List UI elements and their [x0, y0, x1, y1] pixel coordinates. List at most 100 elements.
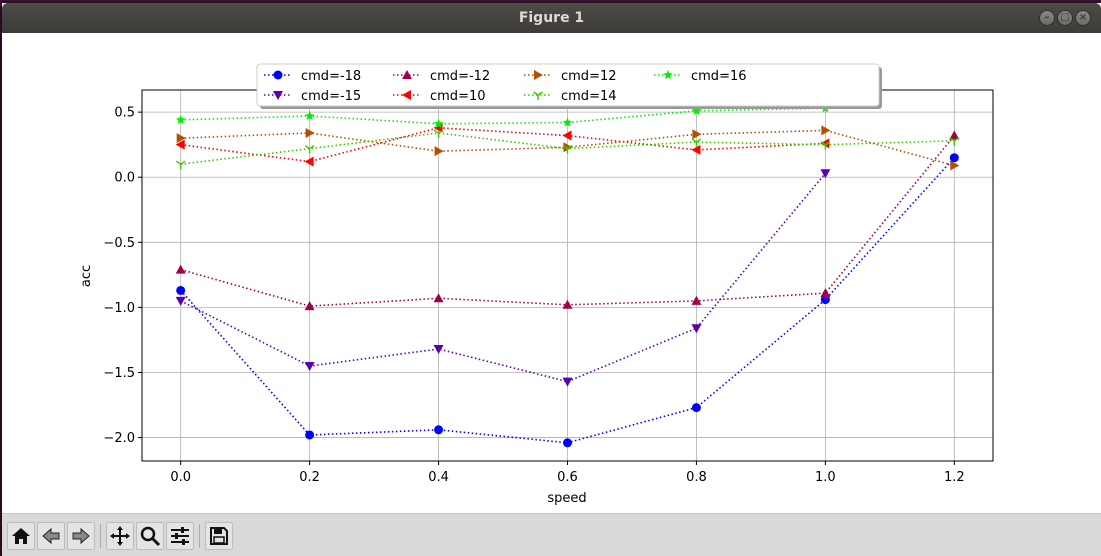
series-line: [180, 126, 826, 163]
legend-entry: cmd=10: [393, 89, 486, 104]
series-cmd=-12: [175, 130, 960, 311]
data-point: [691, 403, 701, 413]
close-button[interactable]: ×: [1075, 10, 1091, 26]
data-point: [691, 295, 702, 305]
data-point: [821, 125, 831, 136]
legend-entry: cmd=-12: [393, 69, 490, 84]
legend-marker: [273, 70, 283, 80]
data-point: [433, 129, 444, 138]
series-cmd=14: [175, 129, 960, 170]
x-axis-label: speed: [547, 491, 586, 506]
data-point: [433, 293, 444, 303]
maximize-icon: □: [1060, 12, 1070, 23]
save-icon: [210, 527, 228, 545]
legend-entry: cmd=12: [524, 69, 617, 84]
series-line: [180, 172, 827, 383]
y-tick-label: 0.0: [114, 171, 135, 186]
data-point: [563, 438, 572, 448]
home-button[interactable]: [7, 522, 35, 550]
data-point: [175, 296, 186, 306]
x-tick-label: 0.8: [686, 470, 707, 485]
data-point: [562, 377, 573, 387]
legend-marker: [273, 91, 283, 100]
maximize-button[interactable]: □: [1057, 10, 1073, 26]
back-button[interactable]: [37, 522, 65, 550]
legend-label: cmd=-18: [301, 69, 361, 84]
series-cmd=-15: [175, 169, 831, 387]
legend-box: [256, 63, 880, 107]
legend-label: cmd=10: [430, 89, 486, 104]
data-point: [304, 111, 315, 121]
forward-button[interactable]: [67, 522, 95, 550]
save-button[interactable]: [205, 522, 233, 550]
data-point: [691, 324, 702, 334]
legend-marker: [402, 90, 411, 100]
pan-button[interactable]: [106, 522, 134, 550]
data-point: [304, 156, 314, 167]
navigation-toolbar: [2, 513, 1101, 556]
x-tick-label: 1.0: [815, 470, 836, 485]
legend-entry: cmd=-15: [264, 89, 361, 104]
data-point: [304, 361, 315, 371]
data-point: [691, 144, 701, 155]
home-icon: [12, 528, 30, 544]
legend-entry: cmd=-18: [264, 69, 361, 84]
data-point: [305, 430, 315, 440]
data-point: [434, 425, 444, 435]
legend-entry: cmd=14: [524, 89, 617, 104]
series-layer: [175, 103, 960, 448]
legend-marker: [534, 70, 543, 80]
data-point: [175, 114, 186, 124]
data-point: [820, 138, 830, 149]
y-tick-label: 0.5: [114, 106, 135, 121]
configure-subplots-button[interactable]: [166, 522, 194, 550]
data-point: [562, 117, 573, 127]
y-tick-label: −0.5: [103, 236, 135, 251]
series-cmd=-18: [176, 153, 959, 448]
y-tick-label: −2.0: [103, 431, 135, 446]
data-point: [304, 144, 315, 154]
y-tick-label: −1.0: [103, 301, 135, 316]
data-point: [562, 299, 573, 309]
data-point: [434, 146, 444, 157]
forward-icon: [72, 527, 90, 545]
data-point: [949, 130, 960, 140]
data-point: [433, 345, 444, 355]
legend-label: cmd=14: [561, 89, 617, 104]
plot-canvas: 0.0 0.2 0.4 0.6 0.8 1.0 1.2 −2.0 −1.5 −1.0 −0.5 0.0…: [79, 63, 994, 506]
data-point: [950, 160, 960, 171]
title-bar[interactable]: Figure 1 – □ ×: [2, 3, 1101, 33]
configure-subplots-icon: [171, 527, 189, 545]
legend-label: cmd=16: [691, 69, 747, 84]
data-point: [562, 130, 572, 141]
x-tick-label: 0.2: [299, 470, 320, 485]
window-title: Figure 1: [518, 10, 585, 26]
data-point: [820, 141, 831, 150]
y-tick-label: −1.5: [103, 366, 135, 381]
data-point: [562, 144, 573, 154]
data-point: [305, 127, 315, 138]
data-point: [175, 160, 186, 170]
minimize-button[interactable]: –: [1039, 10, 1055, 26]
legend-label: cmd=-12: [430, 69, 490, 84]
legend-marker: [402, 70, 412, 79]
data-point: [820, 295, 830, 305]
zoom-button[interactable]: [136, 522, 164, 550]
back-icon: [42, 527, 60, 545]
legend: cmd=-18 cmd=-15 cmd=-12 cmd=10 cmd=12 cmd=14 c…: [256, 63, 882, 109]
series-line: [180, 107, 826, 125]
x-tick-label: 0.6: [557, 470, 578, 485]
data-point: [563, 142, 573, 153]
close-icon: ×: [1078, 12, 1088, 23]
data-point: [949, 153, 959, 163]
data-point: [176, 133, 186, 144]
data-point: [175, 139, 185, 150]
toolbar-separator: [100, 524, 101, 548]
ticks: 0.0 0.2 0.4 0.6 0.8 1.0 1.2 −2.0 −1.5 −1.0 −0.5 0.0…: [103, 106, 964, 485]
figure-window: Figure 1 – □ × 0.0 0.2 0.4 0.6 0.8 1.0 1.2 −2.0…: [2, 3, 1101, 556]
series-cmd=10: [175, 122, 830, 167]
data-point: [433, 118, 444, 128]
x-tick-label: 0.0: [170, 470, 191, 485]
legend-marker: [533, 91, 543, 100]
pan-icon: [110, 526, 130, 546]
